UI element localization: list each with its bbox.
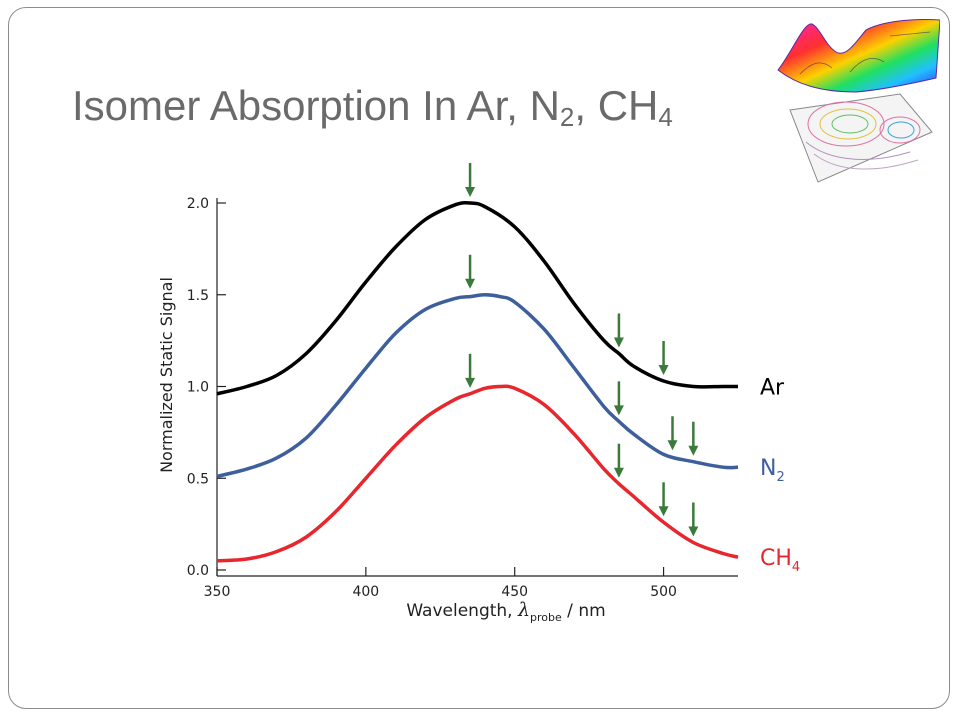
y-tick-label: 0.5 <box>187 471 209 487</box>
title-mid: , CH <box>574 82 659 129</box>
marker-arrow <box>658 482 669 517</box>
chart-arrows <box>465 163 699 537</box>
y-tick-label: 1.0 <box>187 380 209 396</box>
x-tick-label: 400 <box>352 584 379 600</box>
surface-and-contour-plot-icon <box>777 19 940 183</box>
y-tick-label: 0.0 <box>187 563 209 579</box>
series-line-ar <box>216 200 738 396</box>
marker-arrow <box>465 163 476 197</box>
marker-arrow <box>465 353 476 388</box>
marker-arrow <box>465 254 476 289</box>
legend-label-ar: Ar <box>760 376 785 401</box>
slide-frame <box>8 7 950 709</box>
marker-arrow <box>658 340 669 375</box>
chart-legend: Ar N2 CH4 <box>760 376 800 576</box>
title-subscript-4: 4 <box>658 102 673 132</box>
slide-title: Isomer Absorption In Ar, N2, CH4 <box>72 82 673 133</box>
chart-ticks: 0.0 0.5 1.0 1.5 2.0 350 400 450 500 <box>187 196 677 600</box>
chart-series <box>216 200 739 563</box>
marker-arrow <box>688 502 699 537</box>
title-main: Isomer Absorption In Ar, N <box>72 82 560 129</box>
marker-arrow <box>613 313 624 348</box>
series-line-n2 <box>216 293 739 479</box>
marker-arrow <box>667 416 678 451</box>
x-tick-label: 350 <box>204 584 231 600</box>
title-subscript-2: 2 <box>559 102 575 132</box>
legend-label-n2: N2 <box>760 456 785 485</box>
marker-arrow <box>613 443 624 478</box>
marker-arrow <box>613 381 624 416</box>
series-line-ch4 <box>216 384 739 563</box>
legend-label-ch4: CH4 <box>760 546 800 575</box>
y-axis-label: Normalized Static Signal <box>157 277 176 473</box>
y-tick-label: 1.5 <box>187 288 209 304</box>
x-tick-label: 450 <box>501 584 528 600</box>
y-tick-label: 2.0 <box>187 196 209 212</box>
marker-arrow <box>688 421 699 456</box>
x-tick-label: 500 <box>650 584 677 600</box>
x-axis-label: Wavelength, λprobe / nm <box>406 599 605 624</box>
